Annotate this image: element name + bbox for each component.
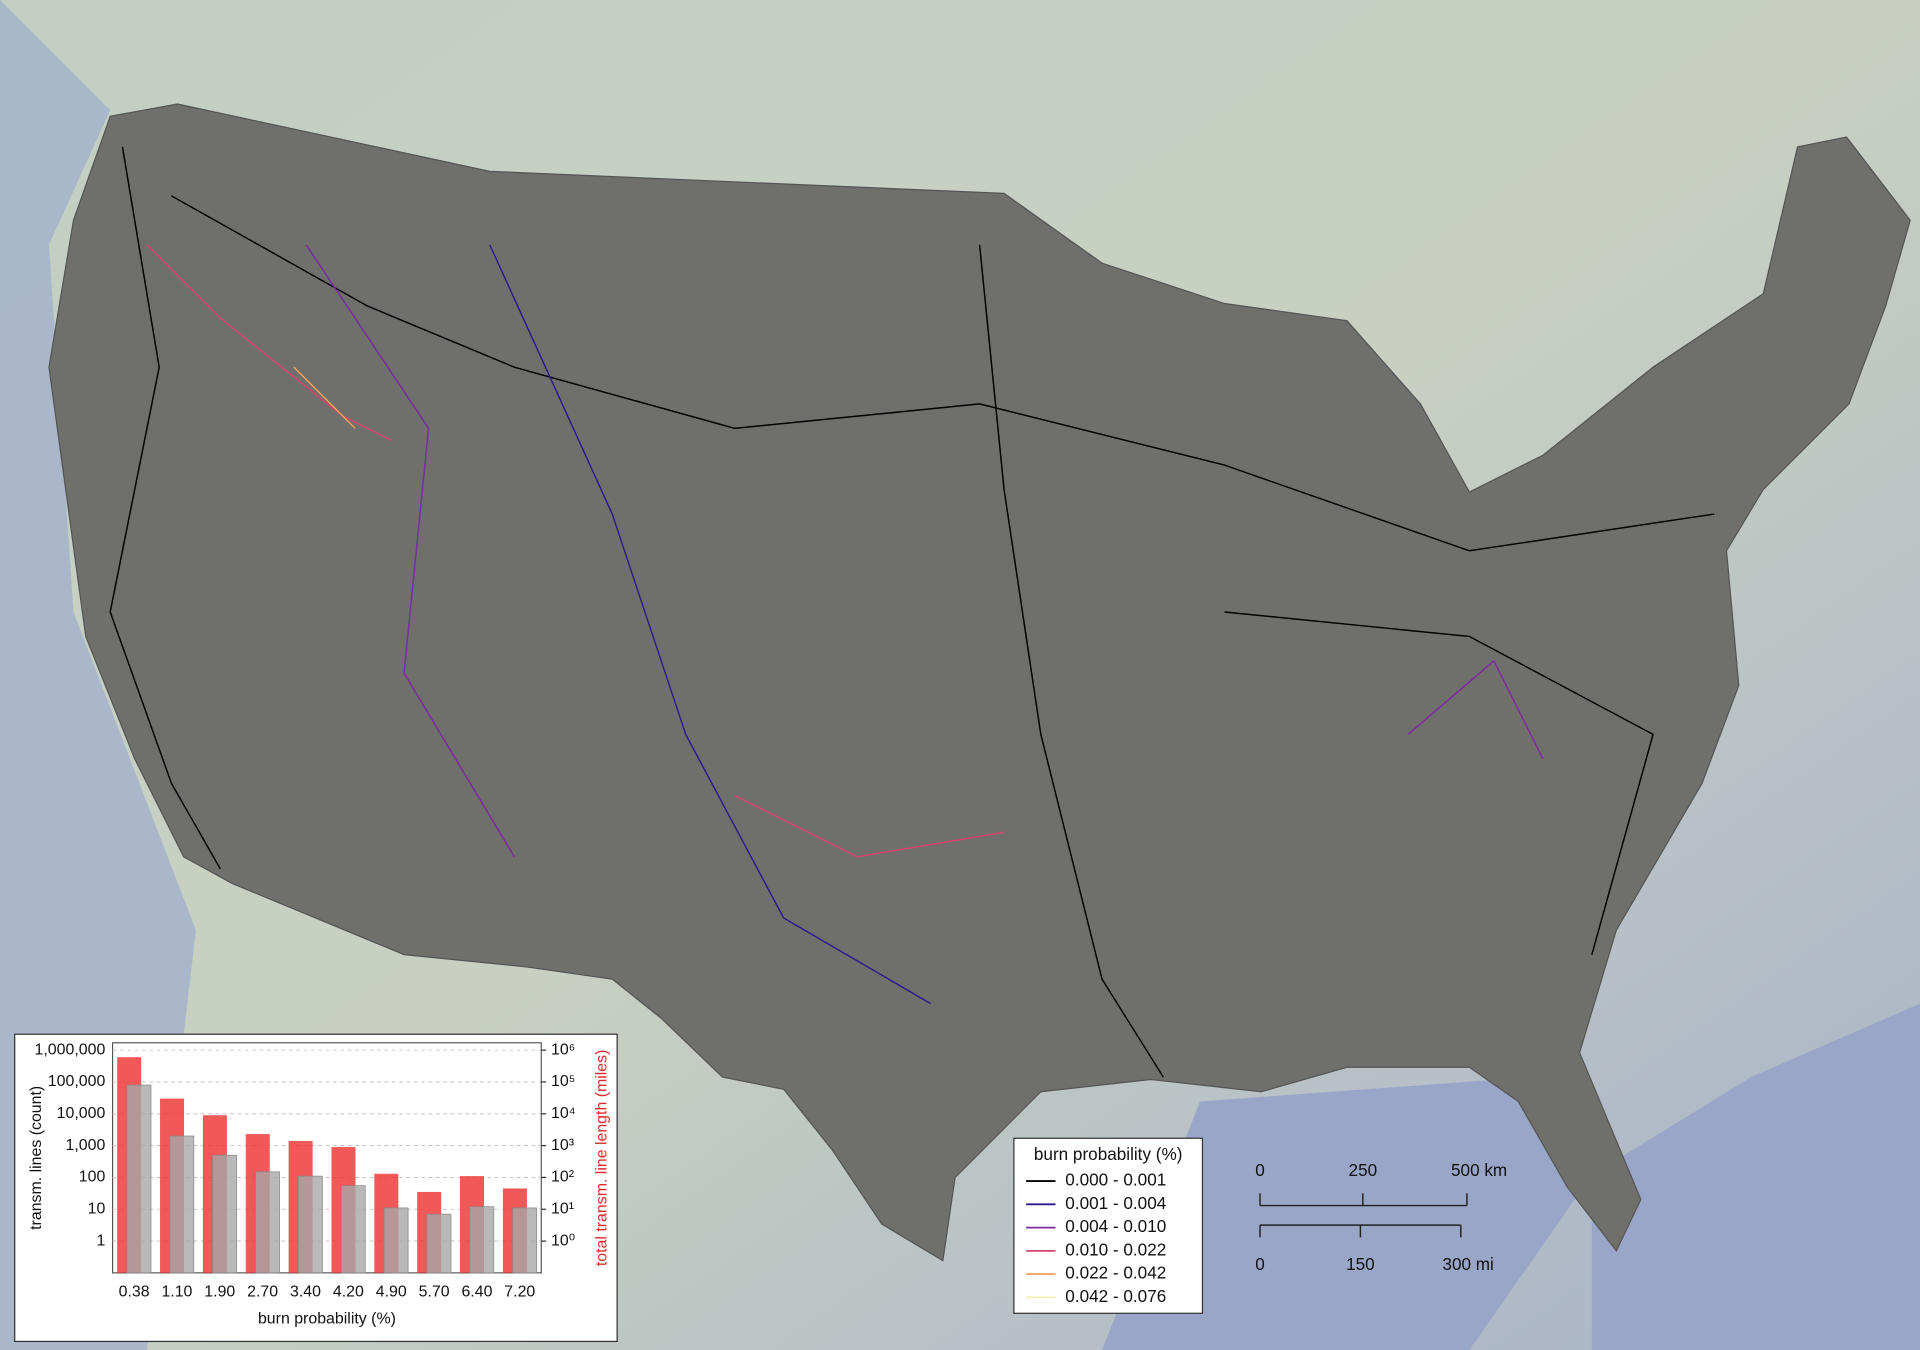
x-tick-label: 4.20	[333, 1284, 364, 1301]
x-tick-label: 5.70	[419, 1284, 450, 1301]
y2-tick-label: 10²	[551, 1169, 574, 1186]
plot-frame	[112, 1042, 542, 1274]
y2-tick-label: 10⁶	[551, 1041, 575, 1058]
y-tick-label: 100,000	[48, 1073, 106, 1090]
y2-tick-label: 10¹	[551, 1200, 574, 1217]
x-tick-label: 7.20	[504, 1284, 535, 1301]
x-tick-label: 3.40	[290, 1284, 321, 1301]
scale-label: 300 mi	[1442, 1254, 1493, 1274]
ocean	[0, 0, 196, 1350]
legend-box	[1013, 1137, 1204, 1314]
legend-label: 0.042 - 0.076	[1065, 1286, 1166, 1306]
legend-label: 0.022 - 0.042	[1065, 1263, 1166, 1283]
y2-axis-title: total transm. line length (miles)	[594, 1050, 611, 1267]
scale-label: 0	[1255, 1160, 1265, 1180]
x-axis-title: burn probability (%)	[258, 1311, 396, 1328]
y-tick-label: 1,000,000	[35, 1041, 106, 1058]
scale-label: 0	[1255, 1254, 1265, 1274]
x-tick-label: 4.90	[376, 1284, 407, 1301]
y-tick-label: 100	[79, 1169, 106, 1186]
legend-label: 0.004 - 0.010	[1065, 1216, 1166, 1236]
bar	[212, 1154, 238, 1274]
scale-label: 250	[1349, 1160, 1378, 1180]
legend-title: burn probability (%)	[1034, 1144, 1183, 1164]
bar	[383, 1207, 409, 1274]
bar	[255, 1171, 280, 1274]
ocean	[1102, 1003, 1920, 1350]
x-tick-label: 1.90	[204, 1284, 235, 1301]
y-tick-label: 10	[88, 1200, 106, 1217]
scale-bar	[1259, 1193, 1468, 1238]
y-tick-label: 10,000	[57, 1105, 106, 1122]
bar	[340, 1185, 366, 1274]
scale-label: 500 km	[1451, 1160, 1507, 1180]
bar	[126, 1084, 152, 1274]
x-tick-label: 1.10	[161, 1284, 192, 1301]
y2-tick-label: 10⁵	[551, 1073, 575, 1090]
x-tick-label: 0.38	[119, 1284, 150, 1301]
y2-tick-label: 10³	[551, 1137, 574, 1154]
y2-tick-label: 10⁴	[551, 1105, 576, 1122]
y2-tick-label: 10⁰	[551, 1232, 575, 1249]
x-tick-label: 2.70	[247, 1284, 278, 1301]
bar	[298, 1175, 323, 1274]
bar	[426, 1213, 452, 1274]
legend-label: 0.000 - 0.001	[1065, 1170, 1166, 1190]
bar	[469, 1206, 495, 1274]
scale-label: 150	[1346, 1254, 1375, 1274]
y-tick-label: 1,000	[65, 1137, 105, 1154]
bar	[169, 1135, 195, 1274]
y-tick-label: 1	[96, 1232, 105, 1249]
legend-label: 0.010 - 0.022	[1065, 1239, 1166, 1259]
legend-label: 0.001 - 0.004	[1065, 1193, 1166, 1213]
us-land	[48, 103, 1911, 1262]
bar	[512, 1207, 538, 1274]
y-axis-title: transm. lines (count)	[28, 1086, 45, 1230]
transmission-lines	[109, 146, 1715, 1078]
x-tick-label: 6.40	[461, 1284, 492, 1301]
